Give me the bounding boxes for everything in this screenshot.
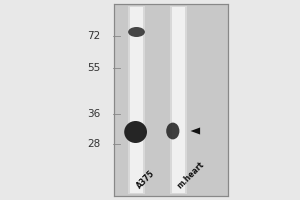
Bar [130, 7, 143, 193]
Ellipse shape [124, 121, 147, 143]
Ellipse shape [128, 27, 145, 37]
Text: 72: 72 [87, 31, 101, 41]
Text: 36: 36 [87, 109, 101, 119]
Ellipse shape [166, 123, 179, 139]
Polygon shape [190, 127, 200, 135]
Bar [114, 4, 228, 196]
Bar [170, 6, 187, 194]
Bar [172, 7, 185, 193]
Text: m.heart: m.heart [176, 160, 206, 190]
Text: 28: 28 [87, 139, 101, 149]
Text: 55: 55 [87, 63, 101, 73]
Bar [128, 6, 145, 194]
Text: A375: A375 [135, 168, 157, 190]
